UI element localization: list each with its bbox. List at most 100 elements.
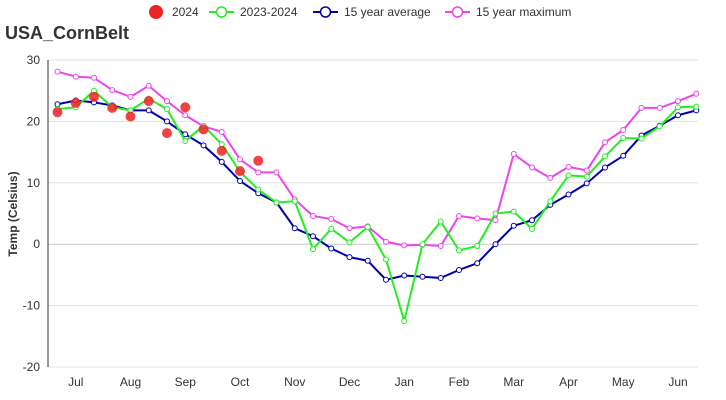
data-point-15-year-average[interactable] [164,118,170,125]
data-point-15-year-maximum[interactable] [237,156,243,163]
data-point-15-year-average[interactable] [346,254,353,261]
data-point-15-year-average[interactable] [237,177,243,184]
data-point-15-year-maximum[interactable] [565,163,572,170]
data-point-2023-2024[interactable] [383,256,389,263]
data-point-2023-2024[interactable] [164,106,170,113]
data-point-2023-2024[interactable] [620,134,627,141]
data-point-15-year-maximum[interactable] [529,164,535,171]
data-point-2024[interactable] [162,128,172,139]
data-point-2024[interactable] [180,102,191,113]
data-point-2024[interactable] [143,96,154,107]
data-point-15-year-average[interactable] [401,272,408,279]
data-point-2023-2024[interactable] [693,103,700,110]
data-point-15-year-maximum[interactable] [255,169,262,176]
data-point-2023-2024[interactable] [547,198,554,205]
data-point-2023-2024[interactable] [529,225,535,232]
data-point-15-year-maximum[interactable] [346,225,353,232]
data-point-2023-2024[interactable] [328,225,335,232]
data-point-15-year-maximum[interactable] [675,98,681,105]
data-point-15-year-average[interactable] [456,266,462,273]
data-point-15-year-maximum[interactable] [456,212,462,219]
data-point-15-year-average[interactable] [419,273,426,280]
data-point-15-year-maximum[interactable] [328,216,335,223]
data-point-2024[interactable] [125,111,136,122]
data-point-15-year-average[interactable] [602,164,608,171]
data-point-15-year-maximum[interactable] [164,98,170,105]
data-point-2024[interactable] [107,102,118,113]
data-point-15-year-maximum[interactable] [510,150,517,157]
data-point-15-year-average[interactable] [182,131,189,138]
data-point-15-year-maximum[interactable] [401,242,408,249]
data-point-15-year-maximum[interactable] [383,238,389,245]
data-point-15-year-maximum[interactable] [547,174,554,181]
data-point-2023-2024[interactable] [218,141,225,148]
data-point-2023-2024[interactable] [419,241,426,248]
data-point-15-year-average[interactable] [145,107,152,114]
data-point-15-year-maximum[interactable] [620,126,627,133]
data-point-2023-2024[interactable] [474,243,481,250]
data-point-2023-2024[interactable] [273,199,280,206]
data-point-15-year-maximum[interactable] [54,68,61,75]
data-point-15-year-average[interactable] [328,245,335,252]
data-point-2023-2024[interactable] [346,239,353,246]
legend-item-15-year-average[interactable]: 15 year average [313,5,431,19]
data-point-15-year-maximum[interactable] [182,112,189,119]
data-point-2024[interactable] [52,107,63,118]
data-point-2023-2024[interactable] [492,210,499,217]
data-point-2023-2024[interactable] [401,317,408,324]
data-point-2024[interactable] [253,155,264,166]
data-point-15-year-maximum[interactable] [638,104,645,111]
data-point-2023-2024[interactable] [364,224,371,231]
data-point-2023-2024[interactable] [638,135,645,142]
data-point-15-year-maximum[interactable] [656,104,663,111]
data-point-15-year-maximum[interactable] [310,212,316,219]
data-point-2024[interactable] [198,124,209,135]
data-point-15-year-average[interactable] [383,276,389,283]
data-point-15-year-maximum[interactable] [145,82,152,89]
legend[interactable]: 2024 2023-2024 15 year average 15 year m… [149,5,571,19]
data-point-2023-2024[interactable] [456,247,462,254]
data-point-2023-2024[interactable] [510,208,517,215]
data-point-15-year-maximum[interactable] [109,87,116,94]
data-point-15-year-maximum[interactable] [127,93,134,100]
data-point-15-year-maximum[interactable] [72,73,79,80]
data-point-2023-2024[interactable] [602,153,608,160]
data-point-15-year-average[interactable] [310,233,316,240]
data-point-2023-2024[interactable] [565,172,572,179]
data-point-2023-2024[interactable] [291,198,298,205]
data-point-15-year-maximum[interactable] [693,90,700,97]
data-point-15-year-maximum[interactable] [437,243,444,250]
data-point-15-year-average[interactable] [565,191,572,198]
data-point-2023-2024[interactable] [255,186,262,193]
data-point-15-year-average[interactable] [675,112,681,119]
data-point-15-year-maximum[interactable] [492,217,499,224]
data-point-15-year-average[interactable] [620,152,627,159]
data-point-2023-2024[interactable] [182,138,189,145]
data-point-15-year-average[interactable] [218,158,225,165]
data-point-2024[interactable] [70,97,81,108]
data-point-15-year-maximum[interactable] [474,215,481,222]
data-point-15-year-average[interactable] [200,142,207,149]
data-point-15-year-average[interactable] [474,260,481,267]
data-point-15-year-average[interactable] [583,180,590,187]
data-point-2023-2024[interactable] [675,104,681,111]
data-point-15-year-average[interactable] [291,225,298,232]
data-point-15-year-average[interactable] [510,222,517,229]
legend-item-15-year-maximum[interactable]: 15 year maximum [445,5,571,19]
data-point-15-year-average[interactable] [364,257,371,264]
data-point-15-year-maximum[interactable] [91,74,97,81]
data-point-2023-2024[interactable] [656,123,663,130]
data-point-2023-2024[interactable] [583,173,590,180]
data-point-15-year-maximum[interactable] [602,139,608,146]
data-point-15-year-maximum[interactable] [583,167,590,174]
data-point-2023-2024[interactable] [437,218,444,225]
data-point-2023-2024[interactable] [310,246,316,253]
data-point-15-year-average[interactable] [54,101,61,108]
data-point-15-year-maximum[interactable] [273,169,280,176]
data-point-15-year-maximum[interactable] [218,128,225,135]
data-point-2024[interactable] [235,166,245,177]
data-point-2024[interactable] [89,91,99,102]
data-point-2024[interactable] [216,145,227,156]
data-point-15-year-average[interactable] [529,217,535,224]
data-point-15-year-average[interactable] [492,241,499,248]
